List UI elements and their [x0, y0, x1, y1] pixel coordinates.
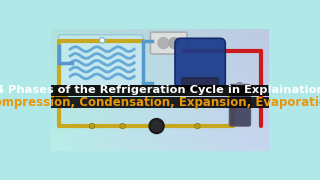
Circle shape: [195, 123, 200, 129]
Text: 4 Phases of the Refrigeration Cycle in Explaination: 4 Phases of the Refrigeration Cycle in E…: [0, 85, 320, 95]
FancyBboxPatch shape: [150, 32, 187, 54]
Circle shape: [100, 38, 105, 43]
FancyBboxPatch shape: [59, 35, 143, 87]
FancyBboxPatch shape: [182, 78, 219, 90]
Text: Compression, Condensation, Expansion, Evaporation: Compression, Condensation, Expansion, Ev…: [0, 96, 320, 109]
Circle shape: [236, 82, 243, 89]
Circle shape: [158, 38, 169, 48]
Bar: [51, 85, 269, 96]
Circle shape: [149, 119, 164, 134]
FancyBboxPatch shape: [175, 38, 225, 89]
Circle shape: [169, 38, 180, 48]
Circle shape: [54, 91, 64, 100]
Circle shape: [151, 121, 162, 132]
Bar: [51, 97, 269, 108]
Circle shape: [120, 123, 125, 129]
Circle shape: [89, 123, 95, 129]
FancyBboxPatch shape: [229, 85, 251, 126]
